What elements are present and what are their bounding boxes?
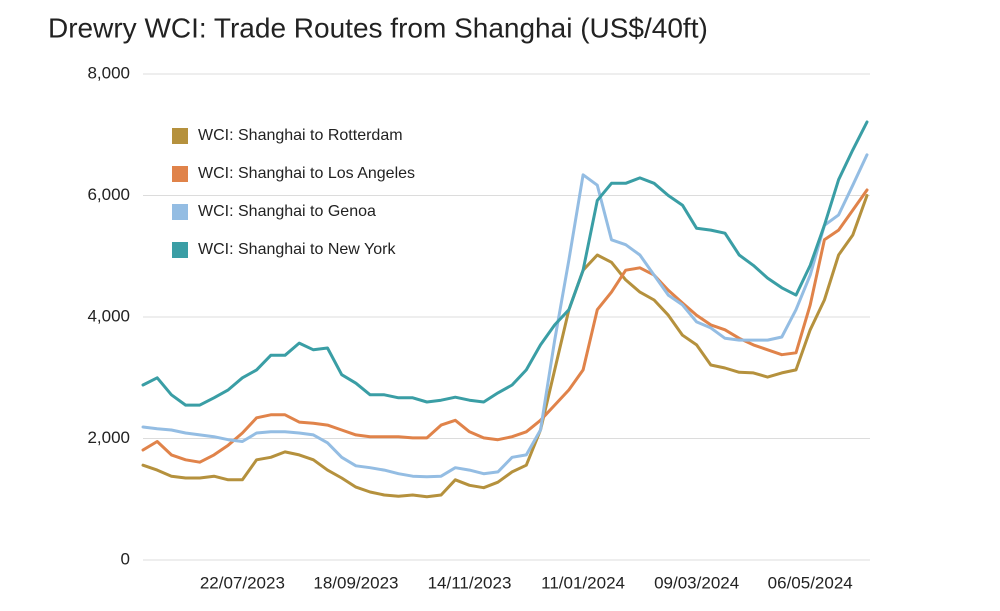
- legend-label: WCI: Shanghai to Los Angeles: [198, 165, 415, 182]
- legend-swatch: [172, 204, 188, 220]
- legend-swatch: [172, 128, 188, 144]
- legend-label: WCI: Shanghai to Rotterdam: [198, 127, 403, 144]
- y-tick-label: 2,000: [87, 428, 130, 447]
- x-tick-label: 22/07/2023: [200, 573, 285, 592]
- x-tick-label: 09/03/2024: [654, 573, 739, 592]
- y-tick-label: 8,000: [87, 63, 130, 82]
- x-tick-label: 06/05/2024: [768, 573, 853, 592]
- y-tick-label: 6,000: [87, 185, 130, 204]
- line-series: [141, 153, 869, 479]
- legend-label: WCI: Shanghai to Genoa: [198, 203, 376, 220]
- y-tick-label: 4,000: [87, 306, 130, 325]
- legend-swatch: [172, 166, 188, 182]
- x-tick-label: 18/09/2023: [313, 573, 398, 592]
- x-tick-label: 11/01/2024: [541, 573, 625, 592]
- legend-label: WCI: Shanghai to New York: [198, 241, 396, 258]
- line-series: [141, 194, 869, 499]
- legend-swatch: [172, 242, 188, 258]
- line-series: [141, 120, 869, 407]
- x-tick-label: 14/11/2023: [428, 573, 512, 592]
- y-tick-label: 0: [121, 549, 130, 568]
- line-series: [141, 188, 869, 464]
- chart-title: Drewry WCI: Trade Routes from Shanghai (…: [48, 12, 708, 43]
